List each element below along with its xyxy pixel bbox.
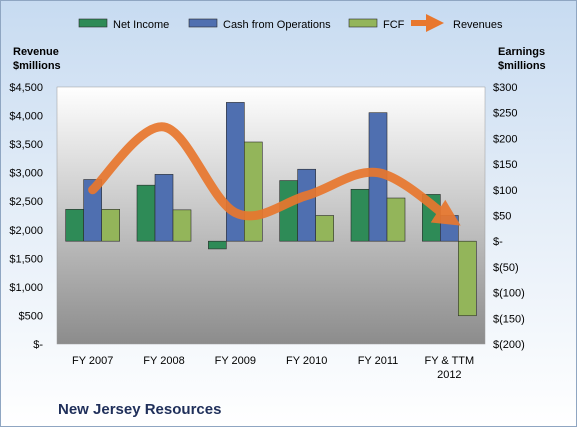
right-tick-label: $(150)	[493, 313, 525, 325]
left-tick-label: $1,000	[9, 282, 43, 294]
right-tick-label: $200	[493, 133, 517, 145]
right-tick-label: $50	[493, 211, 511, 223]
right-tick-label: $250	[493, 108, 517, 120]
right-tick-label: $(100)	[493, 288, 525, 300]
category-label: FY 2008	[143, 355, 184, 367]
revenues-line	[88, 122, 461, 226]
bar-net-income	[136, 184, 156, 242]
legend-label: Net Income	[113, 19, 169, 31]
left-tick-label: $3,000	[9, 168, 43, 180]
bar-net-income	[65, 209, 84, 242]
left-tick-label: $-	[33, 339, 43, 351]
category-label: FY 2011	[358, 355, 399, 367]
category-label: FY 2009	[215, 355, 256, 367]
left-tick-label: $4,000	[9, 111, 43, 123]
left-tick-label: $4,500	[9, 82, 43, 94]
bar-fcf	[101, 209, 120, 242]
legend-swatch	[348, 18, 378, 28]
category-label: FY & TTM	[424, 355, 474, 367]
right-tick-label: $(200)	[493, 339, 525, 351]
left-tick-label: $500	[19, 310, 43, 322]
right-tick-label: $150	[493, 159, 517, 171]
right-tick-label: $-	[493, 236, 503, 248]
bar-fcf	[386, 197, 406, 242]
bar-fcf	[172, 209, 192, 242]
left-tick-label: $2,000	[9, 225, 43, 237]
right-tick-label: $300	[493, 82, 517, 94]
legend-label: Cash from Operations	[223, 19, 331, 31]
category-label: FY 2007	[72, 355, 113, 367]
category-label: 2012	[437, 369, 461, 381]
bar-net-income	[208, 240, 227, 250]
bar-cash-from-operations	[226, 102, 245, 242]
bar-fcf	[315, 215, 334, 242]
bar-net-income	[279, 180, 298, 242]
legend-label: FCF	[383, 19, 405, 31]
bar-net-income	[350, 188, 370, 242]
bar-cash-from-operations	[154, 174, 174, 242]
legend-label: Revenues	[453, 19, 503, 31]
right-axis-title: Earnings	[498, 46, 545, 58]
left-axis-title: $millions	[13, 60, 61, 72]
left-tick-label: $1,500	[9, 253, 43, 265]
left-axis-title: Revenue	[13, 46, 59, 58]
company-name: New Jersey Resources	[58, 401, 221, 418]
right-tick-label: $(50)	[493, 262, 519, 274]
bar-fcf	[458, 240, 477, 317]
left-tick-label: $2,500	[9, 196, 43, 208]
legend-swatch	[78, 18, 108, 28]
bar-cash-from-operations	[297, 168, 316, 242]
left-tick-label: $3,500	[9, 139, 43, 151]
category-label: FY 2010	[286, 355, 327, 367]
bar-fcf	[244, 141, 263, 242]
legend-swatch	[188, 18, 218, 28]
right-axis-title: $millions	[498, 60, 546, 72]
right-tick-label: $100	[493, 185, 517, 197]
